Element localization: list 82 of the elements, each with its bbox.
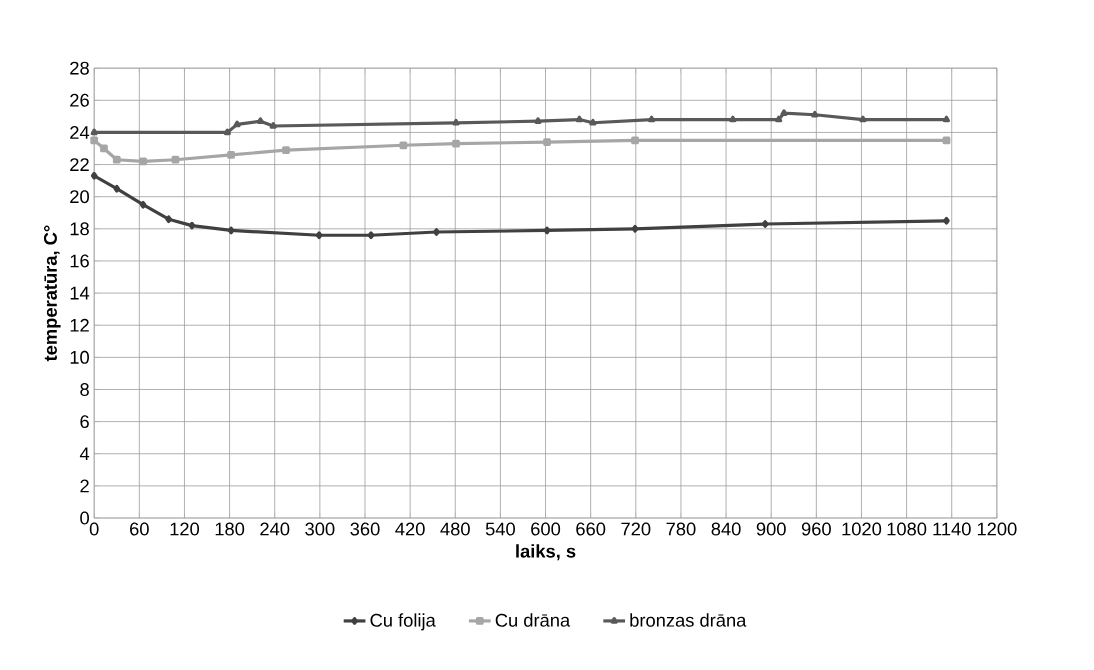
x-tick-label: 660 bbox=[576, 522, 606, 536]
point bbox=[112, 155, 121, 164]
y-tick-label: 26 bbox=[70, 93, 89, 107]
y-tick-label: 22 bbox=[70, 158, 89, 171]
point bbox=[452, 118, 460, 126]
legend-label: Cu folija bbox=[370, 613, 436, 631]
point bbox=[943, 216, 950, 225]
point bbox=[534, 117, 542, 124]
y-tick-label: 20 bbox=[70, 190, 89, 204]
point bbox=[631, 136, 639, 145]
point bbox=[113, 184, 121, 193]
point bbox=[589, 118, 597, 126]
x-tick-label: 420 bbox=[395, 522, 425, 536]
y-tick-label: 2 bbox=[80, 479, 89, 493]
point bbox=[227, 150, 235, 159]
x-tick-label: 840 bbox=[711, 522, 741, 536]
point bbox=[90, 171, 98, 180]
x-tick-label: 480 bbox=[440, 522, 470, 536]
y-tick-label: 28 bbox=[70, 61, 89, 75]
x-tick-label: 720 bbox=[621, 522, 651, 536]
y-tick-label: 4 bbox=[79, 447, 90, 460]
point bbox=[543, 138, 551, 146]
point bbox=[942, 136, 951, 145]
point bbox=[433, 228, 440, 236]
point bbox=[859, 115, 867, 123]
point bbox=[282, 146, 290, 154]
point bbox=[100, 144, 108, 153]
point bbox=[648, 115, 656, 123]
point bbox=[90, 136, 99, 145]
x-tick-label: 240 bbox=[260, 522, 290, 536]
point bbox=[90, 128, 98, 136]
point bbox=[367, 231, 375, 240]
point bbox=[227, 226, 235, 235]
y-tick-label: 10 bbox=[70, 350, 89, 364]
point bbox=[171, 155, 180, 164]
x-tick-label: 0 bbox=[89, 522, 99, 536]
x-tick-label: 120 bbox=[170, 522, 200, 536]
x-tick-label: 300 bbox=[305, 522, 335, 536]
point bbox=[729, 115, 737, 123]
point bbox=[188, 221, 196, 230]
point bbox=[942, 115, 951, 123]
x-tick-label: 360 bbox=[350, 522, 380, 536]
y-tick-label: 16 bbox=[70, 254, 89, 268]
point bbox=[543, 226, 551, 235]
point bbox=[165, 215, 172, 223]
y-tick-label: 0 bbox=[80, 511, 89, 525]
x-tick-label: 1080 bbox=[887, 522, 927, 536]
point bbox=[139, 200, 147, 209]
x-tick-label: 1140 bbox=[933, 522, 971, 536]
y-tick-label: 14 bbox=[70, 286, 90, 300]
y-tick-label: 8 bbox=[80, 382, 89, 396]
y-axis-title: temperatūra, C° bbox=[43, 225, 61, 362]
y-tick-label: 12 bbox=[70, 318, 89, 332]
point bbox=[315, 231, 323, 240]
y-tick-label: 24 bbox=[70, 125, 90, 139]
point bbox=[256, 117, 265, 124]
point bbox=[452, 139, 460, 148]
x-tick-label: 1200 bbox=[977, 522, 1017, 536]
point bbox=[139, 157, 147, 166]
x-tick-label: 600 bbox=[531, 522, 561, 536]
point bbox=[631, 224, 639, 233]
point bbox=[775, 115, 783, 123]
point bbox=[761, 220, 769, 228]
legend-label: bronzas drāna bbox=[630, 613, 747, 627]
point bbox=[269, 122, 277, 129]
x-tick-label: 180 bbox=[215, 522, 245, 536]
x-tick-label: 60 bbox=[130, 522, 149, 536]
y-tick-label: 18 bbox=[70, 222, 89, 236]
point bbox=[575, 115, 583, 123]
point bbox=[780, 109, 788, 116]
x-axis-title: laiks, s bbox=[516, 544, 576, 561]
x-tick-label: 540 bbox=[485, 522, 515, 536]
legend-label: Cu drāna bbox=[495, 613, 571, 627]
x-tick-label: 900 bbox=[756, 522, 786, 536]
point bbox=[399, 141, 408, 150]
x-tick-label: 780 bbox=[666, 522, 696, 536]
point bbox=[811, 110, 819, 118]
x-tick-label: 960 bbox=[801, 522, 831, 536]
y-tick-label: 6 bbox=[80, 415, 89, 429]
point bbox=[233, 120, 241, 128]
x-tick-label: 1020 bbox=[842, 522, 882, 536]
point bbox=[223, 128, 231, 136]
